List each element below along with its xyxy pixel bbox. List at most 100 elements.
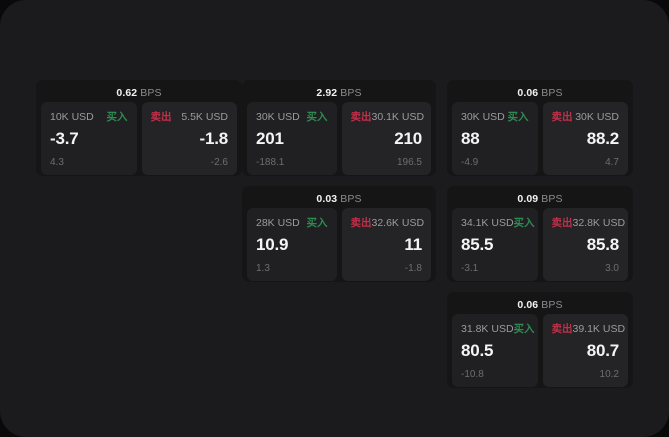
buy-delta-value: 1.3 (256, 263, 270, 274)
sell-side-label: 卖出 (150, 111, 172, 123)
sell-size-label: 39.1K USD (572, 322, 626, 335)
sell-side-label: 卖出 (350, 217, 372, 229)
buy-side-label: 买入 (306, 217, 328, 229)
buy-delta-value: -4.9 (461, 157, 479, 168)
buy-panel-header: 30K USD 买入 (256, 110, 328, 124)
sell-size-label: 30.1K USD (371, 110, 425, 123)
buy-price-value: 10.9 (256, 235, 289, 254)
buy-side-label: 买入 (106, 111, 128, 123)
panel-pair: 30K USD 买入 88 -4.9 卖出 30K USD 88.2 4.7 (452, 102, 628, 175)
buy-panel-header: 30K USD 买入 (461, 110, 529, 124)
sell-size-label: 32.6K USD (371, 216, 425, 229)
buy-panel[interactable]: 31.8K USD 买入 80.5 -10.8 (452, 314, 538, 387)
sell-delta-value: 196.5 (396, 157, 422, 168)
bps-unit-label: BPS (541, 87, 563, 99)
panel-pair: 31.8K USD 买入 80.5 -10.8 卖出 39.1K USD 80.… (452, 314, 628, 387)
sell-panel-header: 卖出 30K USD (551, 110, 620, 124)
quote-card[interactable]: 0.06 BPS 31.8K USD 买入 80.5 -10.8 卖出 39.1… (447, 292, 633, 388)
bps-unit-label: BPS (340, 87, 362, 99)
sell-delta-value: 10.2 (599, 369, 619, 380)
buy-panel-header: 28K USD 买入 (256, 216, 328, 230)
buy-delta-value: 4.3 (50, 157, 64, 168)
panel-pair: 28K USD 买入 10.9 1.3 卖出 32.6K USD 11 -1.8 (247, 208, 431, 281)
sell-panel-header: 卖出 32.8K USD (551, 216, 626, 230)
card-header: 0.06 BPS (452, 297, 628, 314)
sell-size-label: 32.8K USD (572, 216, 626, 229)
sell-price-value: 80.7 (586, 341, 619, 360)
sell-delta-value: -2.6 (210, 157, 228, 168)
sell-price-value: 85.8 (586, 235, 619, 254)
sell-delta-value: -1.8 (404, 263, 422, 274)
buy-panel[interactable]: 28K USD 买入 10.9 1.3 (247, 208, 337, 281)
buy-size-label: 10K USD (50, 110, 94, 123)
quote-card[interactable]: 0.09 BPS 34.1K USD 买入 85.5 -3.1 卖出 32.8K… (447, 186, 633, 282)
sell-panel[interactable]: 卖出 30.1K USD 210 196.5 (341, 102, 431, 175)
buy-price-value: -3.7 (50, 129, 79, 148)
bps-unit-label: BPS (140, 87, 162, 99)
sell-panel[interactable]: 卖出 32.8K USD 85.8 3.0 (542, 208, 628, 281)
sell-size-label: 5.5K USD (181, 110, 228, 123)
sell-panel[interactable]: 卖出 30K USD 88.2 4.7 (542, 102, 628, 175)
sell-side-label: 卖出 (350, 111, 372, 123)
sell-delta-value: 3.0 (605, 263, 619, 274)
sell-panel-header: 卖出 39.1K USD (551, 322, 626, 336)
sell-price-value: 210 (394, 129, 422, 148)
panel-pair: 10K USD 买入 -3.7 4.3 卖出 5.5K USD -1.8 -2.… (41, 102, 237, 175)
bps-value: 0.03 (316, 193, 338, 205)
card-header: 0.62 BPS (41, 85, 237, 102)
bps-value: 0.06 (517, 87, 539, 99)
buy-price-value: 85.5 (461, 235, 494, 254)
buy-panel-header: 34.1K USD 买入 (461, 216, 535, 230)
buy-price-value: 80.5 (461, 341, 494, 360)
sell-price-value: -1.8 (199, 129, 229, 148)
buy-size-label: 30K USD (461, 110, 505, 123)
buy-delta-value: -188.1 (256, 157, 285, 168)
panel-pair: 30K USD 买入 201 -188.1 卖出 30.1K USD 210 1… (247, 102, 431, 175)
buy-size-label: 34.1K USD (461, 216, 514, 229)
card-header: 0.03 BPS (247, 191, 431, 208)
quote-card[interactable]: 0.03 BPS 28K USD 买入 10.9 1.3 卖出 32.6K US… (242, 186, 436, 282)
sell-side-label: 卖出 (551, 111, 573, 123)
sell-delta-value: 4.7 (605, 157, 619, 168)
sell-side-label: 卖出 (551, 217, 573, 229)
bps-unit-label: BPS (541, 193, 563, 205)
quote-card[interactable]: 0.06 BPS 30K USD 买入 88 -4.9 卖出 30K USD (447, 80, 633, 176)
sell-panel[interactable]: 卖出 5.5K USD -1.8 -2.6 (141, 102, 237, 175)
sell-price-value: 88.2 (586, 129, 619, 148)
buy-panel[interactable]: 30K USD 买入 88 -4.9 (452, 102, 538, 175)
sell-panel[interactable]: 卖出 32.6K USD 11 -1.8 (341, 208, 431, 281)
quote-card[interactable]: 2.92 BPS 30K USD 买入 201 -188.1 卖出 30.1K … (242, 80, 436, 176)
buy-side-label: 买入 (306, 111, 328, 123)
buy-panel-header: 10K USD 买入 (50, 110, 128, 124)
buy-delta-value: -10.8 (461, 369, 484, 380)
card-header: 0.09 BPS (452, 191, 628, 208)
card-header: 2.92 BPS (247, 85, 431, 102)
buy-side-label: 买入 (507, 111, 529, 123)
buy-panel[interactable]: 10K USD 买入 -3.7 4.3 (41, 102, 137, 175)
buy-size-label: 28K USD (256, 216, 300, 229)
buy-size-label: 30K USD (256, 110, 300, 123)
sell-panel-header: 卖出 5.5K USD (150, 110, 229, 124)
sell-price-value: 11 (404, 235, 422, 254)
buy-price-value: 88 (461, 129, 480, 148)
quote-card[interactable]: 0.62 BPS 10K USD 买入 -3.7 4.3 卖出 5.5K USD (36, 80, 242, 176)
bps-value: 0.09 (517, 193, 539, 205)
buy-panel[interactable]: 30K USD 买入 201 -188.1 (247, 102, 337, 175)
buy-panel-header: 31.8K USD 买入 (461, 322, 535, 336)
sell-side-label: 卖出 (551, 323, 573, 335)
buy-side-label: 买入 (513, 323, 535, 335)
bps-value: 2.92 (316, 87, 338, 99)
panel-pair: 34.1K USD 买入 85.5 -3.1 卖出 32.8K USD 85.8… (452, 208, 628, 281)
buy-panel[interactable]: 34.1K USD 买入 85.5 -3.1 (452, 208, 538, 281)
buy-size-label: 31.8K USD (461, 322, 514, 335)
sell-panel[interactable]: 卖出 39.1K USD 80.7 10.2 (542, 314, 628, 387)
bps-unit-label: BPS (541, 299, 563, 311)
buy-side-label: 买入 (513, 217, 535, 229)
sell-panel-header: 卖出 30.1K USD (350, 110, 425, 124)
bps-value: 0.62 (116, 87, 138, 99)
buy-delta-value: -3.1 (461, 263, 479, 274)
sell-panel-header: 卖出 32.6K USD (350, 216, 425, 230)
bps-unit-label: BPS (340, 193, 362, 205)
